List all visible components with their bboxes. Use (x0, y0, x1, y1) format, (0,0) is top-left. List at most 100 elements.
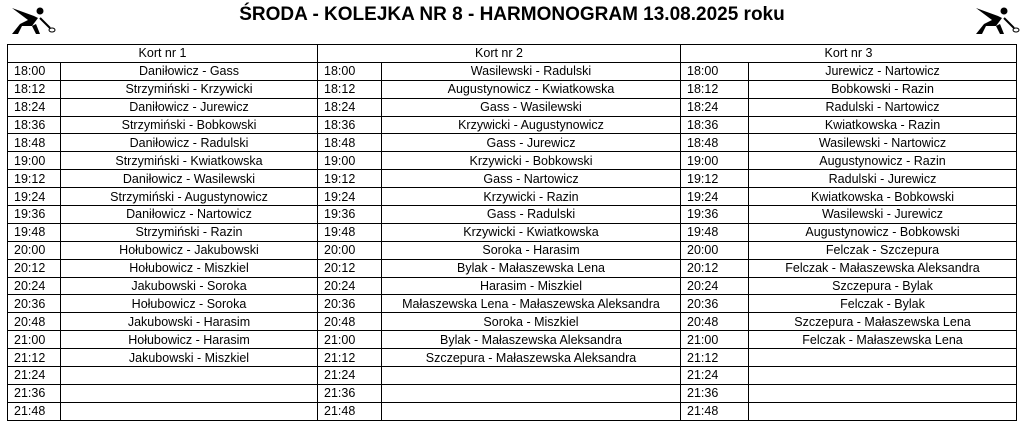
match-cell: Felczak - Bylak (748, 294, 1017, 314)
time-cell: 19:36 (680, 205, 749, 224)
match-cell: Kwiatkowska - Bobkowski (748, 187, 1017, 207)
match-cell: Krzywicki - Razin (381, 187, 681, 207)
table-row: 18:36 Strzymiński - Bobkowski 18:36 Krzywic… (7, 115, 1017, 135)
table-row: 21:00 Hołubowicz - Harasim 21:00 Bylak - Ma… (7, 330, 1017, 350)
match-cell: Jurewicz - Nartowicz (748, 61, 1017, 81)
match-cell (60, 401, 318, 421)
time-cell: 20:48 (7, 312, 61, 332)
match-cell (748, 383, 1017, 403)
match-cell: Hołubowicz - Jakubowski (60, 240, 318, 260)
table-row: 21:48 21:48 21:48 (7, 401, 1017, 421)
match-cell: Gass - Nartowicz (381, 169, 681, 189)
match-cell: Strzymiński - Krzywicki (60, 79, 318, 99)
time-cell: 18:24 (680, 97, 749, 117)
table-row: 20:00 Hołubowicz - Jakubowski 20:00 Soroka … (7, 240, 1017, 260)
time-cell: 20:00 (317, 240, 382, 260)
match-cell (381, 383, 681, 403)
badminton-player-icon (976, 7, 1020, 34)
table-row: 19:24 Strzymiński - Augustynowicz 19:24 Krz… (7, 187, 1017, 207)
match-cell: Szczepura - Małaszewska Lena (748, 312, 1017, 332)
time-cell: 20:36 (680, 294, 749, 314)
match-cell: Daniłowicz - Nartowicz (60, 205, 318, 224)
time-cell: 18:00 (317, 61, 382, 81)
match-cell: Szczepura - Bylak (748, 276, 1017, 296)
table-row: 19:12 Daniłowicz - Wasilewski 19:12 Gass - … (7, 169, 1017, 189)
time-cell: 21:36 (7, 383, 61, 403)
match-cell: Małaszewska Lena - Małaszewska Aleksandr… (381, 294, 681, 314)
match-cell: Soroka - Harasim (381, 240, 681, 260)
match-cell: Augustynowicz - Bobkowski (748, 222, 1017, 242)
time-cell: 18:36 (7, 115, 61, 135)
time-cell: 21:12 (680, 348, 749, 368)
time-cell: 18:24 (317, 97, 382, 117)
table-row: 19:48 Strzymiński - Razin 19:48 Krzywicki -… (7, 222, 1017, 242)
match-cell: Strzymiński - Augustynowicz (60, 187, 318, 207)
time-cell: 18:12 (7, 79, 61, 99)
time-cell: 19:36 (317, 205, 382, 224)
match-cell: Gass - Wasilewski (381, 97, 681, 117)
time-cell: 20:00 (7, 240, 61, 260)
match-cell: Daniłowicz - Radulski (60, 133, 318, 153)
match-cell: Krzywicki - Kwiatkowska (381, 222, 681, 242)
time-cell: 21:24 (7, 366, 61, 385)
match-cell: Bylak - Małaszewska Aleksandra (381, 330, 681, 350)
table-row: 20:48 Jakubowski - Harasim 20:48 Soroka - M… (7, 312, 1017, 332)
time-cell: 19:00 (7, 151, 61, 171)
time-cell: 18:48 (7, 133, 61, 153)
time-cell: 20:12 (7, 258, 61, 278)
match-cell: Soroka - Miszkiel (381, 312, 681, 332)
match-cell (748, 401, 1017, 421)
match-cell: Augustynowicz - Razin (748, 151, 1017, 171)
match-cell: Jakubowski - Harasim (60, 312, 318, 332)
table-row: 18:00 Daniłowicz - Gass 18:00 Wasilewski - … (7, 61, 1017, 81)
table-row: 18:48 Daniłowicz - Radulski 18:48 Gass - Ju… (7, 133, 1017, 153)
time-cell: 20:12 (680, 258, 749, 278)
time-cell: 21:48 (317, 401, 382, 421)
match-cell: Wasilewski - Jurewicz (748, 205, 1017, 224)
table-row: 21:36 21:36 21:36 (7, 383, 1017, 403)
time-cell: 18:36 (680, 115, 749, 135)
time-cell: 18:48 (680, 133, 749, 153)
time-cell: 21:36 (317, 383, 382, 403)
match-cell: Gass - Radulski (381, 205, 681, 224)
match-cell: Hołubowicz - Soroka (60, 294, 318, 314)
match-cell: Wasilewski - Radulski (381, 61, 681, 81)
time-cell: 19:00 (317, 151, 382, 171)
time-cell: 19:48 (680, 222, 749, 242)
time-cell: 20:12 (317, 258, 382, 278)
match-cell: Hołubowicz - Harasim (60, 330, 318, 350)
time-cell: 18:12 (680, 79, 749, 99)
time-cell: 20:24 (317, 276, 382, 296)
time-cell: 19:36 (7, 205, 61, 224)
match-cell: Harasim - Miszkiel (381, 276, 681, 296)
match-cell: Augustynowicz - Kwiatkowska (381, 79, 681, 99)
time-cell: 19:24 (317, 187, 382, 207)
match-cell: Bobkowski - Razin (748, 79, 1017, 99)
time-cell: 20:24 (7, 276, 61, 296)
court-header: Kort nr 2 (317, 44, 681, 63)
match-cell: Strzymiński - Bobkowski (60, 115, 318, 135)
time-cell: 18:24 (7, 97, 61, 117)
match-cell: Bylak - Małaszewska Lena (381, 258, 681, 278)
match-cell: Wasilewski - Nartowicz (748, 133, 1017, 153)
time-cell: 21:12 (7, 348, 61, 368)
time-cell: 19:12 (680, 169, 749, 189)
match-cell: Krzywicki - Bobkowski (381, 151, 681, 171)
match-cell (748, 348, 1017, 368)
time-cell: 20:24 (680, 276, 749, 296)
table-row: 20:12 Hołubowicz - Miszkiel 20:12 Bylak - M… (7, 258, 1017, 278)
time-cell: 21:12 (317, 348, 382, 368)
time-cell: 19:48 (7, 222, 61, 242)
match-cell (60, 366, 318, 385)
table-row: 21:24 21:24 21:24 (7, 366, 1017, 385)
time-cell: 18:48 (317, 133, 382, 153)
time-cell: 21:24 (317, 366, 382, 385)
time-cell: 21:36 (680, 383, 749, 403)
match-cell: Hołubowicz - Miszkiel (60, 258, 318, 278)
time-cell: 19:24 (680, 187, 749, 207)
time-cell: 20:36 (317, 294, 382, 314)
match-cell: Daniłowicz - Wasilewski (60, 169, 318, 189)
table-row: 20:36 Hołubowicz - Soroka 20:36 Małaszewska… (7, 294, 1017, 314)
time-cell: 21:48 (680, 401, 749, 421)
match-cell: Felczak - Szczepura (748, 240, 1017, 260)
